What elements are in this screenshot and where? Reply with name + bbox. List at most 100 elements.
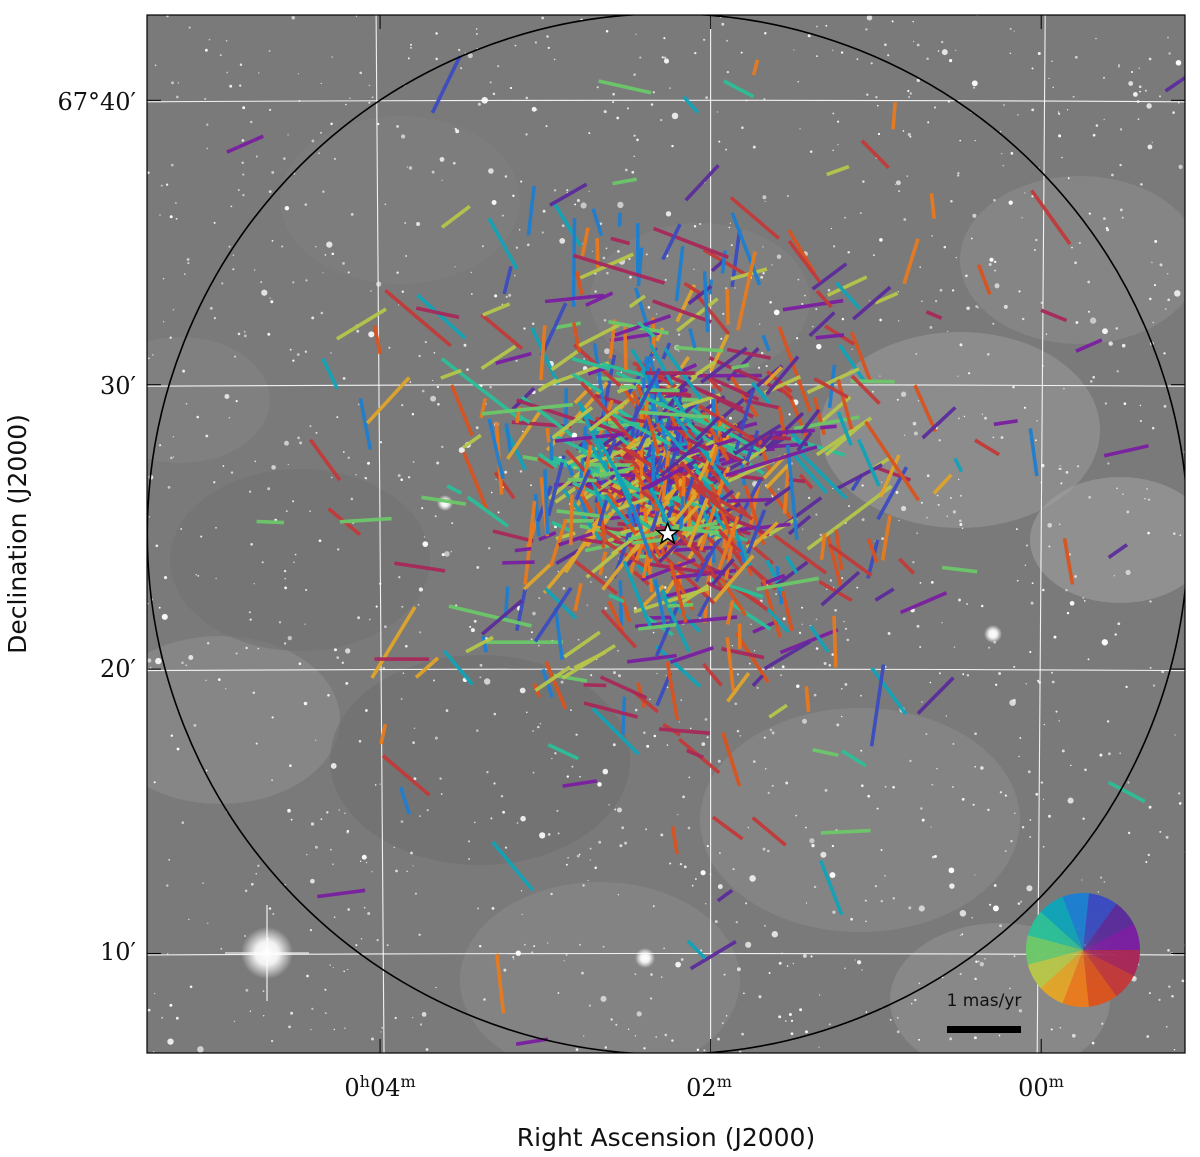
field-star [1104, 402, 1108, 405]
field-star [1125, 685, 1128, 689]
proper-motion-vector [726, 497, 773, 503]
field-star [1139, 90, 1141, 93]
field-star [645, 253, 648, 256]
field-star [1077, 465, 1080, 468]
nebula-patch [170, 469, 430, 651]
field-star [828, 664, 832, 667]
proper-motion-vector [600, 537, 649, 570]
proper-motion-vector [551, 455, 601, 474]
field-star [723, 973, 726, 976]
field-star [934, 299, 938, 303]
field-star [153, 1051, 155, 1053]
field-star [367, 461, 370, 465]
field-star [959, 343, 963, 347]
color-wheel-sector [1062, 895, 1083, 950]
field-star [898, 190, 901, 193]
field-star [1048, 814, 1051, 818]
field-star [617, 650, 619, 652]
proper-motion-vector [798, 473, 814, 490]
color-wheel-sector [1083, 950, 1128, 989]
field-star [271, 716, 274, 719]
field-star [561, 224, 565, 228]
field-star [811, 325, 814, 328]
field-star [975, 960, 978, 963]
field-star [1082, 817, 1085, 820]
proper-motion-vector [669, 645, 714, 664]
field-star [479, 663, 483, 667]
field-star [861, 784, 864, 787]
field-star [762, 246, 764, 248]
field-star [1123, 402, 1127, 405]
proper-motion-vector [654, 644, 702, 688]
field-star [162, 321, 165, 323]
color-wheel-sector [1083, 932, 1139, 950]
field-star [1131, 70, 1134, 74]
color-wheel-sector [1083, 950, 1130, 986]
field-star [278, 621, 282, 624]
field-star [232, 268, 235, 271]
color-wheel-sector [1083, 918, 1133, 950]
field-star [1055, 710, 1058, 713]
field-star [763, 98, 766, 100]
field-star [896, 398, 899, 401]
field-star [884, 665, 887, 668]
proper-motion-vector [582, 417, 627, 437]
field-star [931, 783, 934, 786]
proper-motion-vector [761, 334, 771, 352]
field-star [660, 976, 663, 978]
field-star [926, 57, 929, 60]
field-star [213, 316, 217, 320]
field-star [1020, 900, 1023, 903]
field-star [721, 22, 725, 26]
field-star [409, 381, 412, 383]
field-star [1147, 853, 1151, 857]
field-star [1173, 532, 1176, 535]
field-star [1051, 680, 1055, 684]
proper-motion-vector [826, 164, 850, 177]
field-star [532, 611, 536, 616]
field-star [258, 72, 260, 74]
field-star [476, 33, 478, 35]
field-star [1074, 261, 1077, 265]
field-star [874, 884, 878, 888]
field-star [175, 95, 179, 99]
field-star [563, 960, 565, 962]
proper-motion-vector [687, 284, 713, 306]
field-star [617, 807, 622, 813]
field-star [915, 352, 918, 355]
proper-motion-vector [539, 302, 568, 357]
field-star [811, 843, 815, 848]
field-star [233, 1020, 236, 1023]
field-star [1008, 200, 1013, 205]
field-star [411, 1016, 414, 1019]
field-star [345, 103, 347, 106]
field-star [597, 782, 602, 787]
field-star [829, 579, 833, 582]
field-star [318, 539, 322, 543]
field-star [669, 87, 671, 89]
field-star [872, 390, 874, 393]
field-star [501, 303, 504, 306]
proper-motion-vector [599, 675, 648, 700]
field-star [920, 501, 923, 504]
field-star [834, 608, 837, 612]
field-star [444, 551, 450, 557]
field-star [588, 1004, 591, 1007]
proper-motion-vector [563, 630, 601, 659]
field-star [435, 986, 437, 989]
field-star [410, 43, 412, 46]
proper-motion-vector [597, 499, 609, 527]
field-star [1057, 111, 1060, 113]
field-star [981, 413, 984, 415]
field-star [1009, 987, 1011, 990]
field-star [781, 665, 785, 669]
field-star [635, 33, 637, 35]
color-wheel-sector [1083, 900, 1115, 950]
field-star [656, 672, 658, 675]
field-star [261, 561, 264, 564]
proper-motion-vector [588, 399, 628, 432]
field-star [1018, 290, 1021, 293]
field-star [221, 282, 224, 285]
field-star [185, 402, 188, 405]
proper-motion-vector [787, 229, 817, 275]
